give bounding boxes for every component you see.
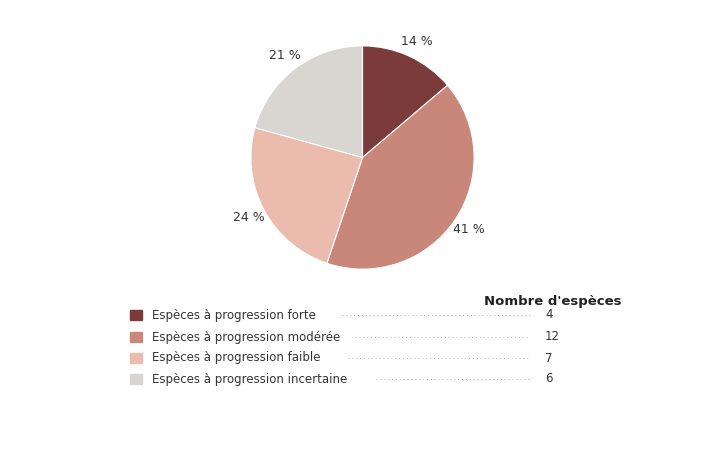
Text: 4: 4 <box>545 309 552 321</box>
Text: 41 %: 41 % <box>453 223 484 236</box>
Text: 12: 12 <box>545 330 560 343</box>
Text: Espèces à progression incertaine: Espèces à progression incertaine <box>152 373 347 386</box>
Text: Espèces à progression modérée: Espèces à progression modérée <box>152 330 340 343</box>
Text: 6: 6 <box>545 373 552 386</box>
Wedge shape <box>251 128 362 263</box>
Wedge shape <box>327 85 474 269</box>
Text: Nombre d'espèces: Nombre d'espèces <box>484 295 621 308</box>
Wedge shape <box>255 46 362 158</box>
Text: Espèces à progression faible: Espèces à progression faible <box>152 351 320 364</box>
Text: 14 %: 14 % <box>400 35 432 48</box>
Wedge shape <box>362 46 447 158</box>
Text: Espèces à progression forte: Espèces à progression forte <box>152 309 316 321</box>
Text: 24 %: 24 % <box>233 211 265 224</box>
Text: 7: 7 <box>545 351 552 364</box>
Text: 21 %: 21 % <box>269 49 301 62</box>
